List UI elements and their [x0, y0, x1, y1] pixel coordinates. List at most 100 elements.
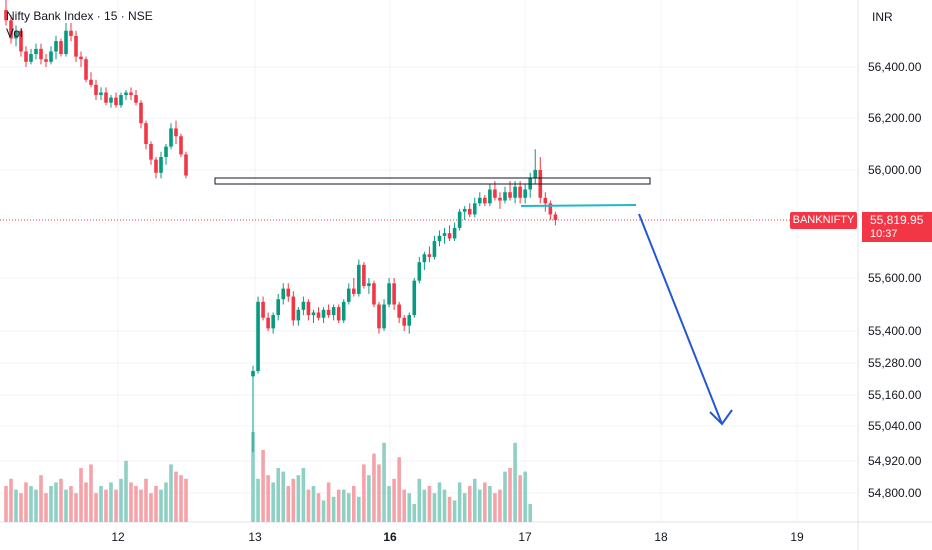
candle [392, 278, 396, 310]
candle [448, 225, 452, 241]
candle [124, 90, 128, 100]
candle [488, 184, 492, 206]
candle [184, 152, 188, 179]
volume-bar [428, 486, 432, 522]
bar-countdown: 10:37 [862, 228, 932, 241]
volume-bar [149, 493, 153, 522]
candle [302, 297, 306, 316]
volume-bar [307, 490, 311, 522]
volume-bar [488, 486, 492, 522]
volume-bar [523, 472, 527, 522]
symbol-title[interactable]: Nifty Bank Index · 15 · NSE [6, 8, 153, 24]
candle [498, 192, 502, 209]
volume-bar [372, 454, 376, 522]
volume-bar [387, 486, 391, 522]
candle [149, 141, 153, 164]
candle [478, 192, 482, 206]
volume-bar [382, 443, 386, 522]
candle [281, 283, 285, 304]
candle [367, 278, 371, 294]
price-tick-label: 56,400.00 [868, 60, 922, 74]
volume-bar [184, 479, 188, 522]
volume-bar [453, 500, 457, 522]
candle [347, 283, 351, 304]
price-tick-label: 55,400.00 [868, 324, 922, 338]
volume-bar [322, 500, 326, 522]
candles [4, 0, 557, 452]
price-tick-label: 56,000.00 [868, 163, 922, 177]
volume-bar [104, 490, 108, 522]
time-tick-label: 13 [248, 530, 262, 544]
volume-bar [297, 475, 301, 522]
volume-bar [473, 479, 477, 522]
volume-bar [19, 493, 23, 522]
volume-bar [337, 490, 341, 522]
candle [99, 87, 103, 100]
candle [402, 315, 406, 331]
candle [352, 278, 356, 297]
candle [549, 201, 553, 220]
candle [327, 305, 331, 318]
volume-bar [144, 479, 148, 522]
volume-bar [34, 490, 38, 522]
support-zone-box [215, 178, 650, 184]
candle [271, 312, 275, 333]
price-tick-label: 54,800.00 [868, 486, 922, 500]
volume-bar [443, 490, 447, 522]
volume-bar [276, 468, 280, 522]
volume-bar [347, 493, 351, 522]
candle [24, 46, 28, 67]
volume-bar [292, 479, 296, 522]
volume-bar [89, 464, 93, 522]
price-tick-label: 55,280.00 [868, 356, 922, 370]
time-tick-label: 16 [383, 530, 397, 544]
currency-label[interactable]: INR [872, 10, 893, 24]
candle [49, 46, 53, 64]
candle [357, 260, 361, 297]
volume-bar [402, 490, 406, 522]
volume-bar [327, 482, 331, 522]
last-price-tag: 55,819.95 10:37 [862, 212, 932, 242]
volume-bar [352, 486, 356, 522]
candle [332, 305, 336, 321]
last-price-value: 55,819.95 [862, 213, 932, 228]
candle [59, 39, 63, 57]
time-tick-label: 19 [790, 530, 804, 544]
candle [544, 192, 548, 211]
volume-bar [468, 486, 472, 522]
price-tick-label: 54,920.00 [868, 454, 922, 468]
volume-bar [302, 468, 306, 522]
candle [337, 305, 341, 324]
candle [473, 198, 477, 217]
volume-bar [458, 482, 462, 522]
price-axis[interactable]: 56,400.00 56,200.00 56,000.00 55,600.00 55,4… [868, 60, 922, 500]
volume-bar [4, 486, 8, 522]
level-line [521, 205, 636, 206]
candle [397, 302, 401, 323]
price-tick-label: 56,200.00 [868, 111, 922, 125]
volume-bar [44, 493, 48, 522]
volume-bar [392, 479, 396, 522]
volume-bar [256, 479, 260, 522]
volume-bar [528, 504, 532, 522]
candle [286, 283, 290, 302]
drawings [0, 178, 858, 424]
volume-bar [179, 475, 183, 522]
volume-bar [79, 468, 83, 522]
volume-label[interactable]: Vol [6, 25, 153, 41]
candle [29, 49, 33, 65]
volume-bar [139, 490, 143, 522]
candle [372, 281, 376, 308]
candle [453, 223, 457, 241]
candle [463, 206, 467, 220]
time-axis[interactable]: 12 13 16 17 18 19 [111, 530, 804, 544]
candle [433, 236, 437, 260]
candle [119, 93, 123, 108]
volume-bar [74, 493, 78, 522]
volume-bar [513, 443, 517, 522]
candle [483, 195, 487, 206]
volume-bar [94, 493, 98, 522]
